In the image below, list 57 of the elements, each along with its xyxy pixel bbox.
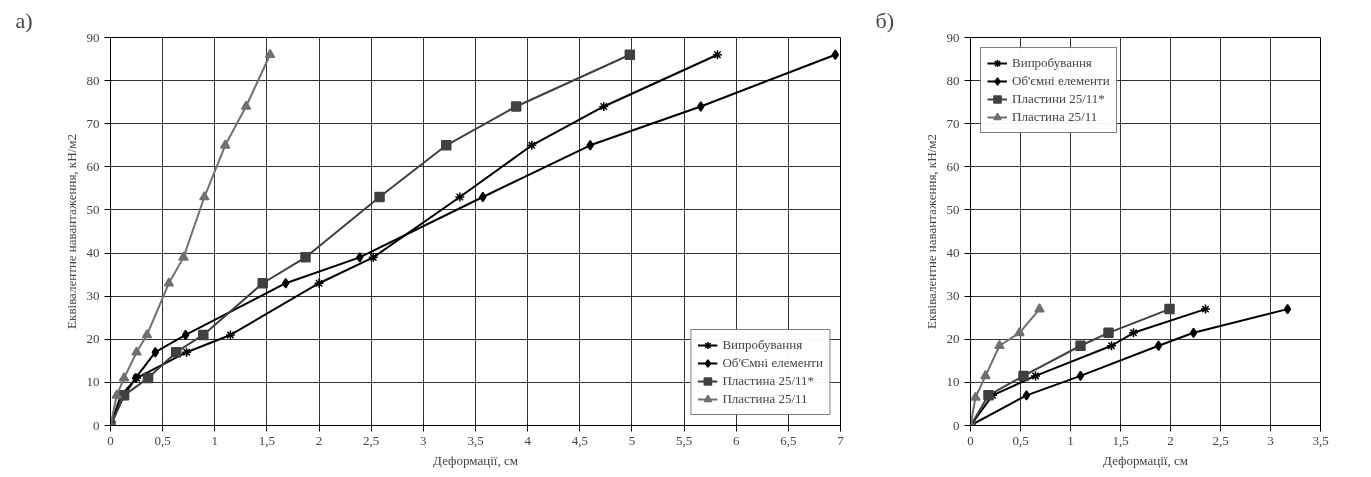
text: б) <box>875 7 895 33</box>
x-tick-label: 5,5 <box>675 432 693 448</box>
legend-label: Пластина 25/11 <box>722 390 808 408</box>
legend-label: Об'ємні елементи <box>1012 72 1110 90</box>
x-tick-label: 1 <box>211 432 219 448</box>
y-tick-label: 10 <box>946 374 960 390</box>
x-tick-label: 1 <box>1067 432 1074 448</box>
y-tick-label: 80 <box>86 72 100 88</box>
y-tick-label: 0 <box>93 417 100 433</box>
y-tick-label: 20 <box>946 331 960 347</box>
x-tick-label: 1,5 <box>258 432 276 448</box>
legend-label: Випробування <box>722 336 803 354</box>
y-tick-label: 40 <box>946 245 960 261</box>
y-tick-label: 50 <box>86 201 100 217</box>
y-tick-label: 10 <box>86 374 100 390</box>
y-tick-label: 60 <box>86 158 100 174</box>
x-tick-label: 3 <box>1267 432 1274 448</box>
x-tick-label: 2 <box>315 432 323 448</box>
x-tick-label: 2 <box>1167 432 1174 448</box>
legend-label: Пластини 25/11* <box>1012 90 1105 108</box>
legend-label: Об'Ємні елементи <box>722 354 823 372</box>
y-tick-label: 0 <box>953 417 960 433</box>
x-tick-label: 0 <box>967 432 974 448</box>
x-tick-label: 2,5 <box>363 432 380 448</box>
x-axis-title: Деформації, см <box>1103 452 1188 468</box>
x-tick-label: 5 <box>628 432 636 448</box>
x-tick-label: 2,5 <box>1212 432 1229 448</box>
x-tick-label: 3 <box>420 432 427 448</box>
legend-label: Випробування <box>1012 54 1092 72</box>
y-tick-label: 30 <box>86 288 100 304</box>
y-tick-label: 20 <box>86 331 100 347</box>
text: а) <box>15 7 33 33</box>
y-tick-label: 30 <box>946 288 960 304</box>
x-tick-label: 4,5 <box>571 432 588 448</box>
y-axis-title: Еквівалентне навантаження, кН/м2 <box>63 134 79 329</box>
y-tick-label: 80 <box>946 72 960 88</box>
x-tick-label: 1,5 <box>1112 432 1129 448</box>
y-tick-label: 90 <box>946 29 960 45</box>
x-tick-label: 6 <box>732 432 740 448</box>
x-tick-label: 3,5 <box>1312 432 1329 448</box>
x-tick-label: 0,5 <box>154 432 171 448</box>
y-tick-label: 70 <box>86 115 100 131</box>
x-tick-label: 7 <box>837 432 845 448</box>
x-tick-label: 0,5 <box>1012 432 1029 448</box>
y-tick-label: 50 <box>946 201 960 217</box>
legend-label: Пластина 25/11* <box>722 372 815 390</box>
x-tick-label: 4 <box>524 432 532 448</box>
x-tick-label: 3,5 <box>467 432 484 448</box>
x-tick-label: 0 <box>107 432 114 448</box>
y-tick-label: 40 <box>86 245 100 261</box>
y-tick-label: 70 <box>946 115 960 131</box>
y-tick-label: 90 <box>86 29 100 45</box>
y-axis-title: Еквівалентне навантаження, кН/м2 <box>923 134 939 329</box>
x-tick-label: 6,5 <box>780 432 797 448</box>
y-tick-label: 60 <box>946 158 960 174</box>
x-axis-title: Деформації, см <box>433 452 518 468</box>
legend-label: Пластина 25/11 <box>1012 108 1098 126</box>
